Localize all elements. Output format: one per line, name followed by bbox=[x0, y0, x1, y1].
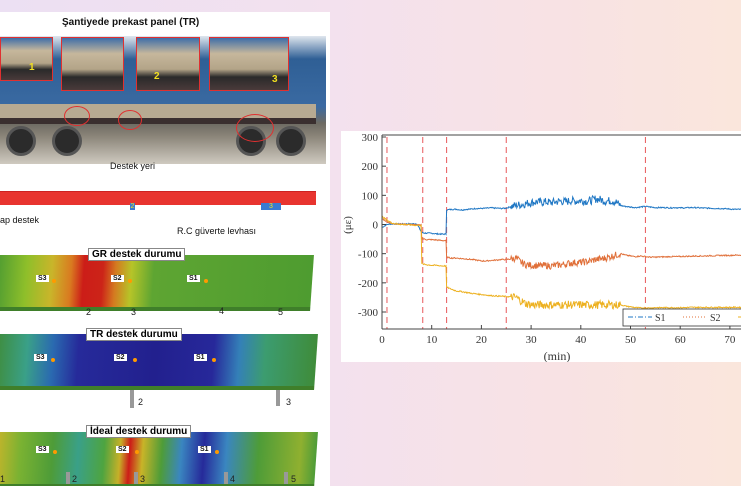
x-tick-label: 40 bbox=[575, 334, 587, 346]
sensor-label: S2 bbox=[116, 446, 129, 453]
tr-panel-title: TR destek durumu bbox=[86, 328, 182, 341]
inset-photo bbox=[61, 37, 124, 91]
gr-contour-panel bbox=[0, 255, 314, 311]
support-number: 1 bbox=[0, 474, 6, 484]
gr-panel-title: GR destek durumu bbox=[88, 248, 186, 261]
y-tick-label: 0 bbox=[373, 220, 379, 232]
support-number: 5 bbox=[278, 307, 284, 317]
strain-chart: 0 10 20 30 40 50 60 70 300 200 100 0 -100 -200 -300 S1… bbox=[341, 131, 741, 363]
support-number: 3 bbox=[131, 307, 137, 317]
deck-label: R.C güverte levhası bbox=[177, 226, 257, 236]
inset-photo-2: 2 bbox=[136, 37, 200, 91]
tr-contour-panel bbox=[0, 334, 318, 390]
series-line-S2 bbox=[381, 218, 741, 271]
y-tick-label: -200 bbox=[358, 278, 379, 290]
legend-label: S1 bbox=[655, 313, 666, 324]
y-axis-label: (με) bbox=[342, 216, 354, 234]
y-tick-label: 200 bbox=[362, 161, 379, 173]
sensor-label: S1 bbox=[187, 275, 200, 282]
support-number: 2 bbox=[138, 397, 144, 407]
support-number: 4 bbox=[230, 474, 236, 484]
x-tick-label: 50 bbox=[625, 334, 637, 346]
x-axis-label: (min) bbox=[544, 349, 571, 362]
support-label: ap destek bbox=[0, 215, 40, 225]
sensor-label: S3 bbox=[34, 354, 47, 361]
beam-support: 2 bbox=[130, 203, 135, 210]
ideal-panel-title: İdeal destek durumu bbox=[86, 425, 192, 438]
sensor-label: S2 bbox=[114, 354, 127, 361]
support-number: 2 bbox=[72, 474, 78, 484]
support-number: 4 bbox=[219, 306, 225, 316]
sensor-label: S1 bbox=[198, 446, 211, 453]
beam-support: 3 bbox=[261, 203, 281, 210]
legend: S1 S2 bbox=[622, 308, 741, 327]
y-tick-label: 100 bbox=[362, 190, 379, 202]
fem-beam bbox=[0, 191, 316, 205]
strain-chart-svg: 0 10 20 30 40 50 60 70 300 200 100 0 -100 -200 -300 S1… bbox=[342, 132, 741, 363]
support-number: 3 bbox=[286, 397, 292, 407]
support-number: 5 bbox=[291, 474, 297, 484]
x-tick-label: 70 bbox=[724, 334, 736, 346]
sensor-label: S2 bbox=[111, 275, 124, 282]
y-tick-label: 300 bbox=[362, 132, 379, 144]
support-number: 2 bbox=[86, 307, 92, 317]
x-tick-label: 60 bbox=[675, 334, 687, 346]
support-location-label: Destek yeri bbox=[110, 161, 156, 171]
inset-photo-1: 1 bbox=[0, 37, 53, 81]
sensor-label: S3 bbox=[36, 446, 49, 453]
series-line-S1 bbox=[381, 194, 741, 236]
sensor-label: S1 bbox=[194, 354, 207, 361]
sensor-label: S3 bbox=[36, 275, 49, 282]
inset-photo-3: 3 bbox=[209, 37, 289, 91]
left-figure: Şantiyede prekast panel (TR) 1 2 3 Deste… bbox=[0, 12, 330, 486]
support-number: 3 bbox=[140, 474, 146, 484]
x-tick-label: 30 bbox=[526, 334, 538, 346]
y-tick-label: -300 bbox=[358, 307, 379, 319]
ideal-contour-panel bbox=[0, 432, 318, 486]
photo-title: Şantiyede prekast panel (TR) bbox=[62, 17, 200, 28]
x-tick-label: 0 bbox=[379, 334, 385, 346]
y-tick-label: -100 bbox=[358, 249, 379, 261]
series-line-S3 bbox=[381, 215, 741, 310]
x-tick-label: 10 bbox=[426, 334, 438, 346]
legend-label: S2 bbox=[710, 313, 721, 324]
x-tick-label: 20 bbox=[476, 334, 488, 346]
